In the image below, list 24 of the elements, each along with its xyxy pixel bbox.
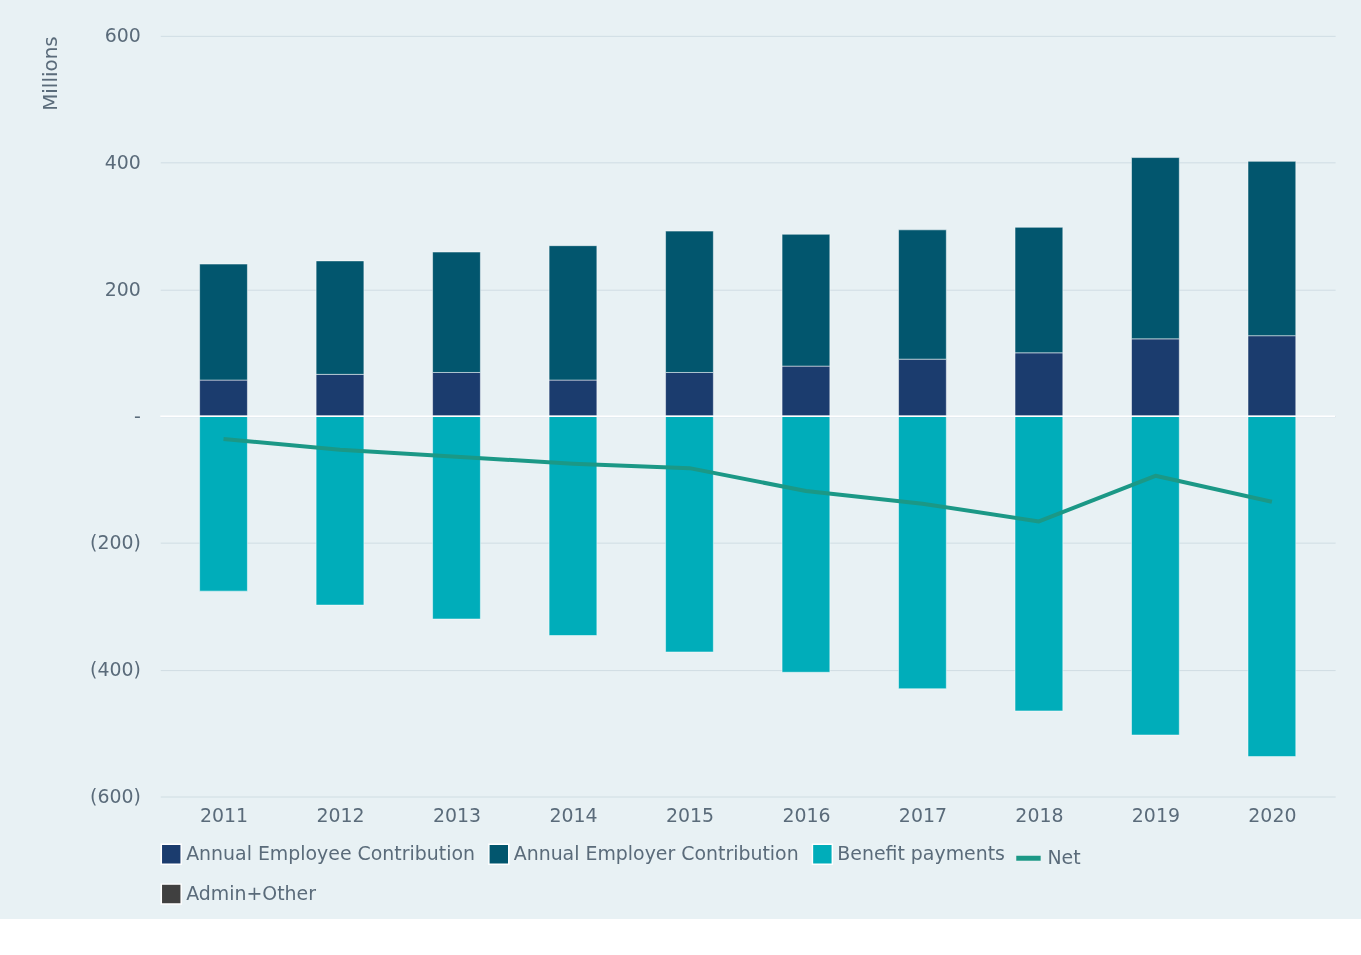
x-tick-label: 2013: [432, 803, 482, 826]
y-tick-label: 600: [104, 24, 141, 47]
x-tick-label: 2015: [665, 803, 715, 826]
legend-label: Admin+Other: [186, 882, 317, 905]
line-series: [221, 437, 1274, 524]
legend-label: Annual Employer Contribution: [513, 842, 799, 865]
x-tick-label: 2011: [199, 803, 249, 826]
x-tick-label: 2012: [316, 803, 365, 826]
x-tick-label: 2020: [1248, 803, 1297, 826]
y-tick-label: (600): [90, 784, 141, 807]
x-tick-label: 2014: [549, 803, 598, 826]
x-tick-label: 2019: [1131, 803, 1180, 826]
legend-label: Annual Employee Contribution: [186, 842, 475, 865]
y-tick-label: 200: [104, 277, 141, 300]
x-tick-label: 2016: [782, 803, 831, 826]
y-tick-label: 400: [104, 151, 141, 174]
x-tick-label: 2017: [898, 803, 947, 826]
legend-label: Benefit payments: [837, 842, 1005, 865]
y-tick-label: (400): [90, 658, 141, 681]
x-tick-label: 2018: [1015, 803, 1064, 826]
y-tick-label: (200): [90, 531, 141, 554]
y-axis-title: Millions: [39, 36, 63, 111]
y-tick-label: -: [134, 404, 141, 427]
legend-label: Net: [1047, 846, 1081, 869]
